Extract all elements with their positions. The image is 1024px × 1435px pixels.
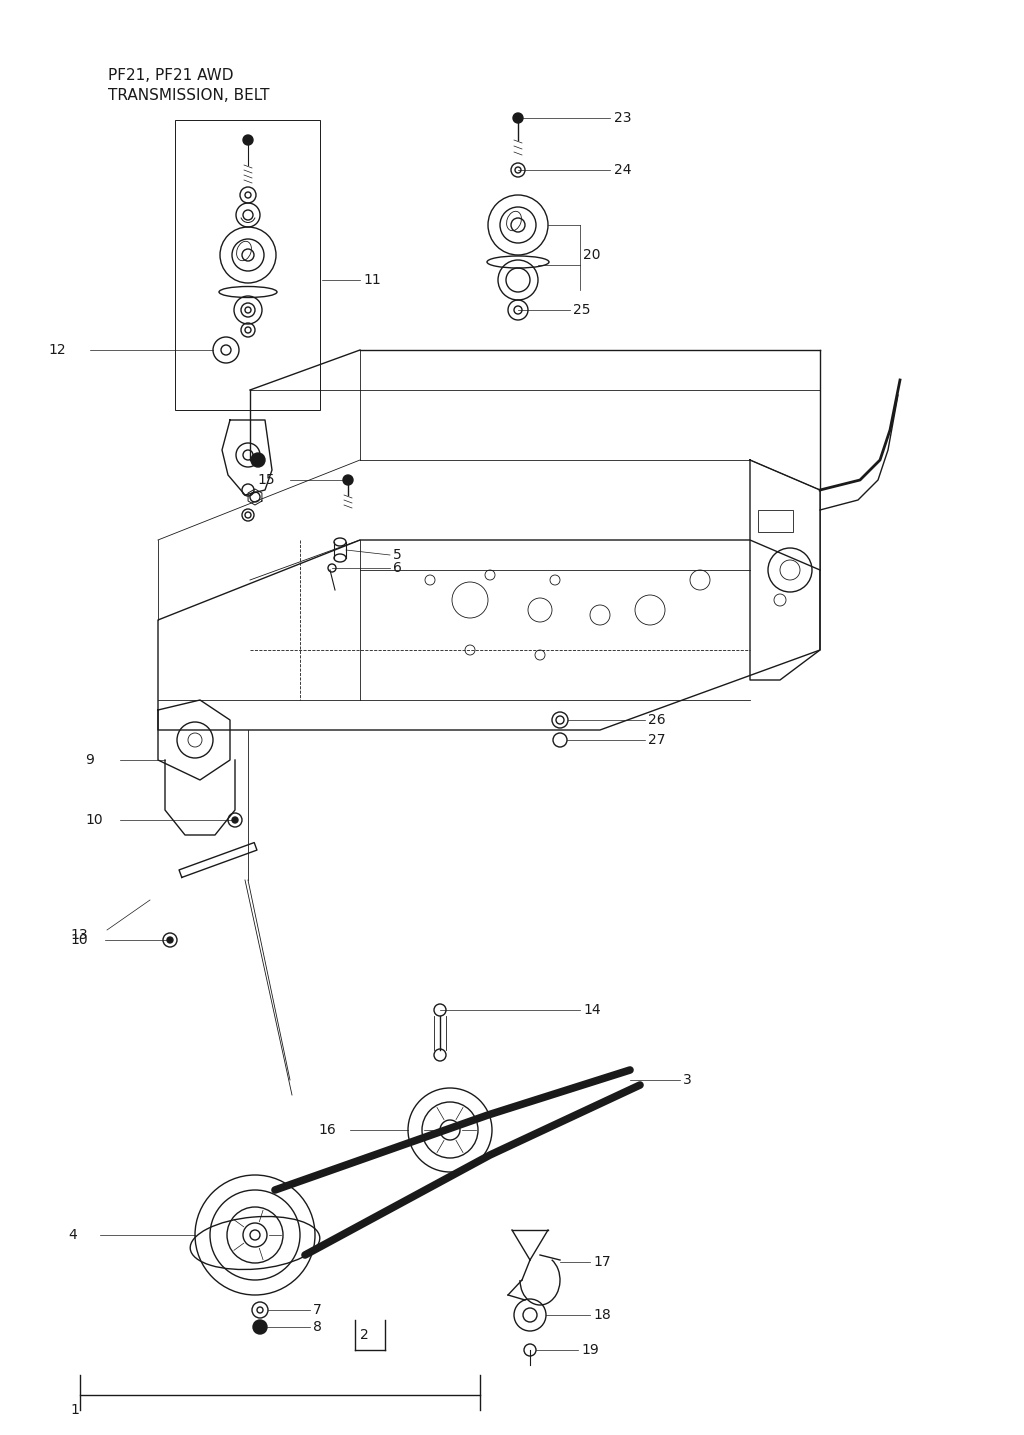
Text: 14: 14 — [583, 1003, 601, 1017]
Text: TRANSMISSION, BELT: TRANSMISSION, BELT — [108, 88, 269, 102]
Text: 6: 6 — [393, 561, 401, 575]
Text: 25: 25 — [573, 303, 591, 317]
Circle shape — [232, 817, 238, 824]
Circle shape — [343, 475, 353, 485]
Text: 23: 23 — [614, 110, 632, 125]
Text: 18: 18 — [593, 1307, 610, 1322]
Text: 13: 13 — [70, 928, 88, 941]
Text: 15: 15 — [257, 474, 274, 486]
Text: 27: 27 — [648, 733, 666, 748]
Text: 8: 8 — [313, 1320, 322, 1335]
Circle shape — [513, 113, 523, 123]
Circle shape — [251, 453, 265, 466]
Circle shape — [253, 1320, 267, 1335]
Text: 2: 2 — [360, 1327, 369, 1342]
Text: 9: 9 — [85, 753, 94, 766]
Text: PF21, PF21 AWD: PF21, PF21 AWD — [108, 67, 233, 82]
Text: 10: 10 — [85, 814, 102, 827]
Text: 10: 10 — [70, 933, 88, 947]
Text: 5: 5 — [393, 548, 401, 563]
Text: 3: 3 — [683, 1073, 692, 1086]
Text: 12: 12 — [48, 343, 66, 357]
Text: 11: 11 — [362, 273, 381, 287]
Circle shape — [167, 937, 173, 943]
Text: 7: 7 — [313, 1303, 322, 1317]
Text: 19: 19 — [581, 1343, 599, 1358]
Text: 16: 16 — [318, 1124, 336, 1137]
Text: 17: 17 — [593, 1256, 610, 1269]
Text: 4: 4 — [68, 1228, 77, 1243]
Bar — [175, 121, 319, 410]
Text: 26: 26 — [648, 713, 666, 728]
Bar — [758, 509, 793, 532]
Circle shape — [243, 135, 253, 145]
Text: 20: 20 — [583, 248, 600, 263]
Text: 1: 1 — [70, 1403, 79, 1416]
Text: 24: 24 — [614, 164, 632, 177]
